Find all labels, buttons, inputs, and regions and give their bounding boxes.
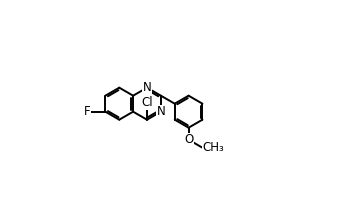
Text: O: O <box>184 133 193 146</box>
Text: CH₃: CH₃ <box>202 141 224 154</box>
Text: F: F <box>84 105 90 118</box>
Text: Cl: Cl <box>141 96 153 109</box>
Text: N: N <box>156 105 165 118</box>
Text: N: N <box>142 81 151 94</box>
